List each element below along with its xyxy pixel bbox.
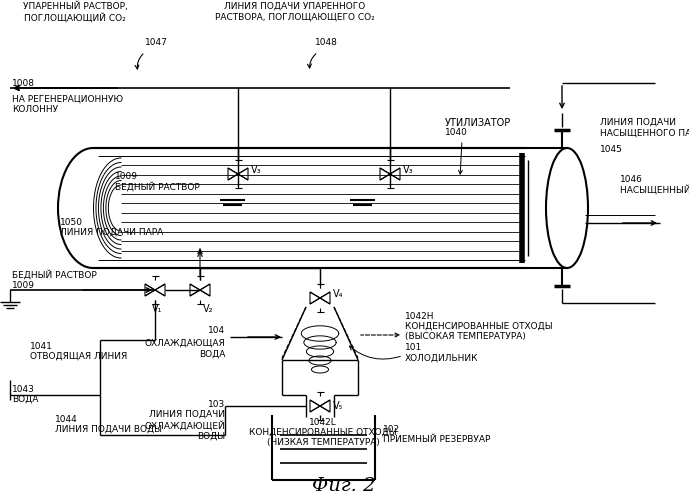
Text: 1042L: 1042L — [309, 418, 337, 427]
Text: НАСЫЩЕННЫЙ ПАР: НАСЫЩЕННЫЙ ПАР — [620, 185, 689, 195]
Text: ВОДА: ВОДА — [12, 395, 39, 404]
Text: 102: 102 — [383, 425, 400, 434]
Polygon shape — [93, 146, 129, 270]
Text: 1040: 1040 — [445, 128, 468, 137]
Polygon shape — [282, 307, 358, 360]
Text: V₄: V₄ — [333, 289, 344, 299]
Text: 1042H: 1042H — [405, 312, 435, 321]
Text: 1041: 1041 — [30, 342, 53, 351]
Text: V₂: V₂ — [203, 304, 214, 314]
Text: ХОЛОДИЛЬНИК: ХОЛОДИЛЬНИК — [405, 354, 478, 362]
Ellipse shape — [58, 148, 128, 268]
Text: V₅: V₅ — [333, 401, 343, 411]
Text: ЛИНИЯ ПОДАЧИ ПАРА: ЛИНИЯ ПОДАЧИ ПАРА — [60, 228, 163, 237]
Polygon shape — [238, 168, 248, 180]
Text: ЛИНИЯ ПОДАЧИ ВОДЫ: ЛИНИЯ ПОДАЧИ ВОДЫ — [55, 425, 162, 434]
Text: ОТВОДЯЩАЯ ЛИНИЯ: ОТВОДЯЩАЯ ЛИНИЯ — [30, 352, 127, 361]
Polygon shape — [390, 168, 400, 180]
Text: 1008: 1008 — [12, 79, 35, 88]
Text: БЕДНЫЙ РАСТВОР
1009: БЕДНЫЙ РАСТВОР 1009 — [12, 270, 96, 290]
Text: ОХЛАЖДАЮЩАЯ
ВОДА: ОХЛАЖДАЮЩАЯ ВОДА — [144, 339, 225, 358]
Text: 104: 104 — [208, 326, 225, 335]
Text: ЛИНИЯ ПОДАЧИ УПАРЕННОГО
РАСТВОРА, ПОГЛОЩАЮЩЕГО СО₂: ЛИНИЯ ПОДАЧИ УПАРЕННОГО РАСТВОРА, ПОГЛОЩ… — [215, 2, 375, 21]
Ellipse shape — [546, 148, 588, 268]
Text: НА РЕГЕНЕРАЦИОННУЮ
КОЛОННУ: НА РЕГЕНЕРАЦИОННУЮ КОЛОННУ — [12, 95, 123, 114]
Text: V₃: V₃ — [251, 165, 262, 175]
Text: УПАРЕННЫЙ РАСТВОР,
ПОГЛОЩАЮЩИЙ СО₂: УПАРЕННЫЙ РАСТВОР, ПОГЛОЩАЮЩИЙ СО₂ — [23, 2, 127, 23]
Polygon shape — [380, 168, 390, 180]
Polygon shape — [228, 168, 238, 180]
Text: Фиг. 2: Фиг. 2 — [312, 477, 376, 495]
Text: 1009: 1009 — [115, 172, 138, 181]
Text: ПРИЕМНЫЙ РЕЗЕРВУАР: ПРИЕМНЫЙ РЕЗЕРВУАР — [383, 435, 491, 444]
Polygon shape — [200, 284, 210, 296]
Text: 103: 103 — [208, 400, 225, 409]
Polygon shape — [190, 284, 200, 296]
Text: V₃: V₃ — [403, 165, 413, 175]
Text: 1047: 1047 — [145, 38, 168, 47]
Text: 101: 101 — [405, 344, 422, 352]
Text: 1046: 1046 — [620, 175, 643, 184]
Text: 1048: 1048 — [315, 38, 338, 47]
Text: 1043: 1043 — [12, 385, 35, 394]
Text: КОНДЕНСИРОВАННЫЕ ОТХОДЫ
(НИЗКАЯ ТЕМПЕРАТУРА): КОНДЕНСИРОВАННЫЕ ОТХОДЫ (НИЗКАЯ ТЕМПЕРАТ… — [249, 428, 397, 448]
Polygon shape — [155, 284, 165, 296]
Text: V₁: V₁ — [152, 304, 163, 314]
Polygon shape — [320, 292, 330, 304]
Polygon shape — [145, 284, 155, 296]
Polygon shape — [310, 400, 320, 412]
Text: ЛИНИЯ ПОДАЧИ
НАСЫЩЕННОГО ПАРА: ЛИНИЯ ПОДАЧИ НАСЫЩЕННОГО ПАРА — [600, 118, 689, 138]
Polygon shape — [310, 292, 320, 304]
Text: 1044: 1044 — [55, 415, 78, 424]
Text: УТИЛИЗАТОР: УТИЛИЗАТОР — [445, 118, 511, 128]
Text: БЕДНЫЙ РАСТВОР: БЕДНЫЙ РАСТВОР — [115, 182, 200, 192]
Polygon shape — [525, 148, 567, 268]
Text: 1050: 1050 — [60, 218, 83, 227]
Text: 1045: 1045 — [600, 145, 623, 154]
Polygon shape — [320, 400, 330, 412]
Text: ЛИНИЯ ПОДАЧИ
ОХЛАЖДАЮЩЕЙ
ВОДЫ: ЛИНИЯ ПОДАЧИ ОХЛАЖДАЮЩЕЙ ВОДЫ — [144, 410, 225, 441]
Text: КОНДЕНСИРОВАННЫЕ ОТХОДЫ
(ВЫСОКАЯ ТЕМПЕРАТУРА): КОНДЕНСИРОВАННЫЕ ОТХОДЫ (ВЫСОКАЯ ТЕМПЕРА… — [405, 322, 553, 342]
